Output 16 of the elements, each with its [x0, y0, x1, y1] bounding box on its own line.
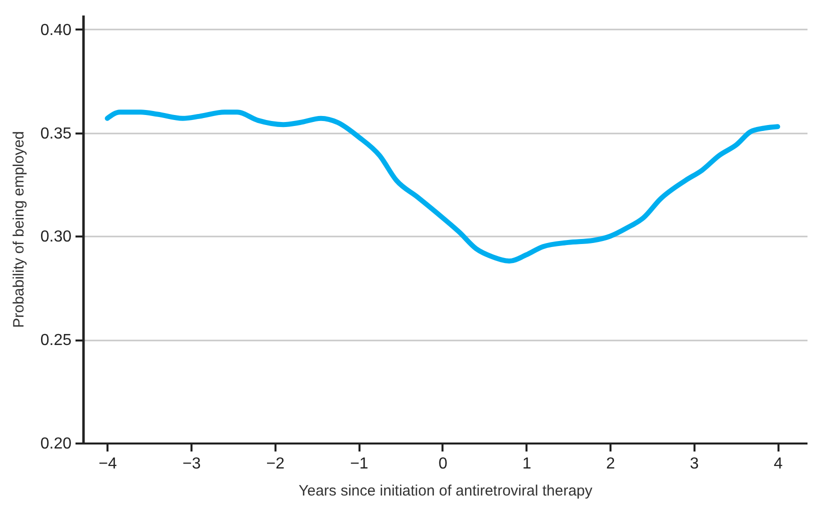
x-tick-label: 3 [690, 456, 699, 472]
y-tick-label: 0.40 [40, 22, 72, 39]
x-tick-label: −2 [266, 456, 285, 472]
y-tick-label: 0.20 [40, 436, 72, 452]
x-tick-label: 2 [606, 456, 616, 472]
x-tick-label: −3 [182, 456, 201, 472]
y-tick-label: 0.35 [40, 125, 72, 142]
x-tick-label: 4 [774, 456, 783, 472]
x-tick-label: 1 [522, 456, 532, 472]
y-tick-label: 0.25 [40, 332, 72, 350]
x-axis-title: Years since initiation of antiretroviral therapy [298, 482, 593, 500]
x-tick-label: −4 [98, 456, 118, 472]
y-tick-label: 0.30 [40, 228, 72, 246]
x-tick-label: −1 [350, 456, 368, 472]
y-axis-title: Probability of being employed [10, 131, 28, 328]
x-tick-label: 0 [438, 456, 448, 472]
